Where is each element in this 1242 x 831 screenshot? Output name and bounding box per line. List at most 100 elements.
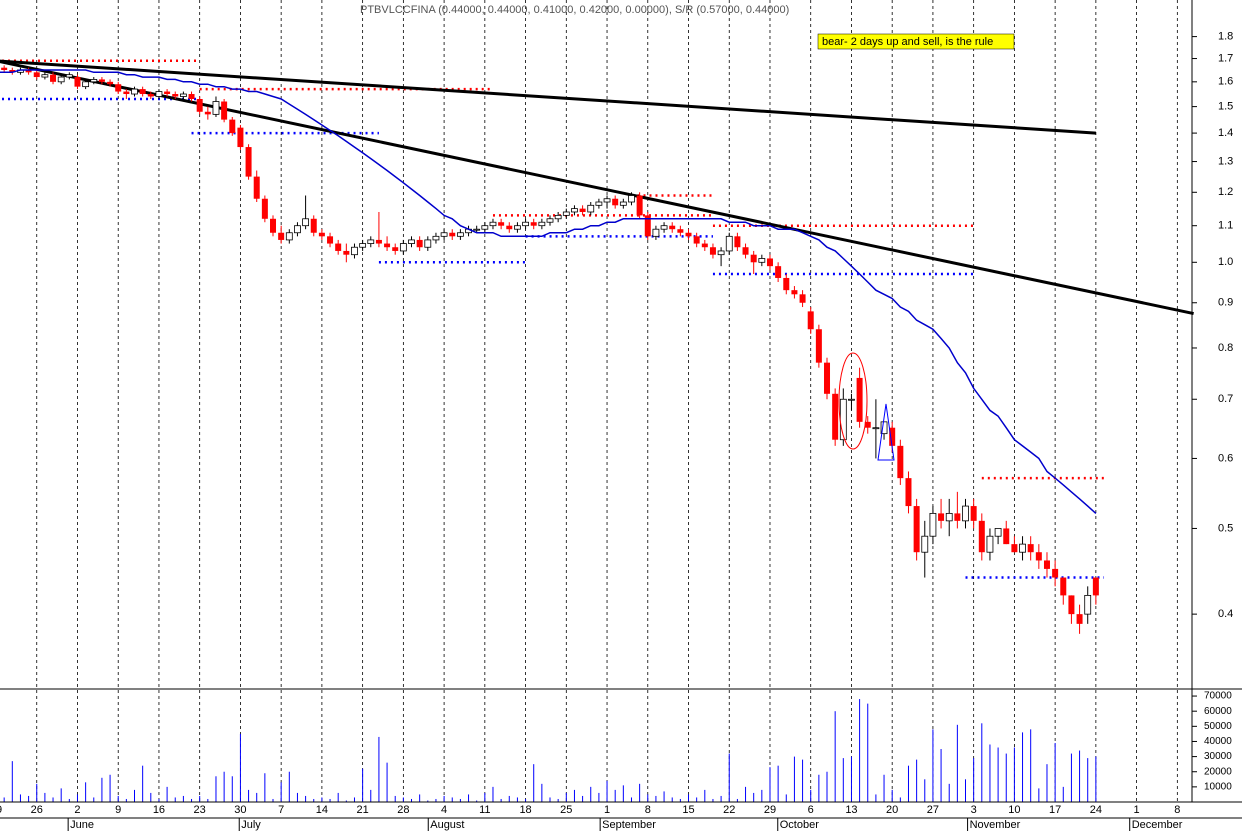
candle-body	[392, 247, 399, 251]
candle-body	[399, 243, 407, 252]
candle-body	[725, 235, 733, 252]
candle-body	[1084, 594, 1092, 615]
x-tick-label: 25	[560, 804, 572, 816]
candle-body	[90, 79, 98, 83]
candle-body	[628, 195, 635, 203]
x-tick-label: 24	[1090, 804, 1102, 816]
candle-body	[864, 421, 871, 428]
x-tick-label: 17	[1049, 804, 1061, 816]
candle-body	[155, 91, 163, 97]
candle-body	[310, 218, 317, 233]
x-tick-label: 1	[1134, 804, 1140, 816]
candle-body	[9, 70, 16, 73]
volume-tick-label: 20000	[1204, 766, 1232, 777]
candle-body	[188, 94, 195, 100]
candle-body	[1019, 543, 1026, 553]
candle-body	[994, 528, 1002, 537]
candle-body	[33, 72, 40, 78]
candle-body	[986, 535, 994, 553]
candle-body	[554, 214, 562, 220]
candle-body	[25, 70, 32, 73]
grid	[36, 0, 1178, 802]
candle-body	[367, 239, 375, 244]
volume-tick-label: 40000	[1204, 736, 1232, 747]
candle-body	[98, 79, 105, 82]
x-tick-label: 1	[604, 804, 610, 816]
candle-body	[327, 236, 334, 244]
candle-body	[652, 228, 660, 237]
y-tick-label: 1.1	[1218, 220, 1233, 232]
candle-body	[929, 512, 937, 537]
candle-body	[432, 235, 440, 241]
candle-body	[139, 89, 146, 95]
y-tick-label: 1.8	[1218, 31, 1233, 43]
candle-body	[799, 294, 806, 303]
highlight-triangle	[877, 403, 895, 461]
x-tick-label: 23	[194, 804, 206, 816]
x-tick-label: 29	[764, 804, 776, 816]
candle-body	[571, 208, 578, 213]
candle-body	[506, 225, 513, 230]
candle-body	[179, 93, 187, 97]
candle-body	[384, 243, 391, 248]
candle-body	[660, 225, 668, 230]
candle-body	[970, 506, 977, 521]
x-tick-label: 19	[0, 804, 2, 816]
candle-body	[302, 218, 309, 227]
candle-body	[212, 101, 220, 115]
candle-body	[82, 81, 90, 88]
x-tick-label: 18	[519, 804, 531, 816]
x-tick-label: 27	[927, 804, 939, 816]
candle-body	[1011, 544, 1018, 553]
candle-body	[758, 258, 766, 263]
candle-body	[872, 427, 880, 430]
candle-body	[41, 74, 49, 78]
candle-body	[807, 311, 814, 330]
candle-body	[685, 232, 692, 237]
month-label: December	[1132, 819, 1183, 831]
month-label: August	[430, 819, 464, 831]
candle-body	[489, 221, 497, 227]
candle-body	[1052, 568, 1059, 578]
y-tick-label: 1.3	[1218, 155, 1233, 167]
candle-body	[750, 254, 757, 263]
candle-body	[245, 147, 252, 177]
candle-body	[644, 215, 651, 237]
candle-body	[1068, 595, 1075, 615]
candle-body	[913, 506, 920, 553]
candle-body	[595, 201, 603, 206]
candle-body	[612, 198, 619, 206]
candle-body	[351, 246, 358, 256]
x-tick-label: 8	[1174, 804, 1180, 816]
x-tick-label: 16	[153, 804, 165, 816]
trendline	[0, 59, 1096, 135]
candle-body	[253, 176, 260, 199]
candle-body	[261, 198, 268, 219]
candle-body	[734, 236, 741, 248]
candle-body	[123, 91, 130, 95]
candle-body	[889, 427, 896, 446]
x-tick-label: 20	[886, 804, 898, 816]
x-tick-label: 3	[971, 804, 977, 816]
candle-body	[221, 101, 228, 120]
candle-body	[962, 505, 969, 522]
candle-body	[229, 119, 236, 134]
y-tick-label: 0.9	[1218, 297, 1233, 309]
candle-body	[131, 88, 138, 95]
x-tick-label: 2	[74, 804, 80, 816]
x-tick-label: 9	[115, 804, 121, 816]
volume-tick-label: 70000	[1204, 691, 1232, 702]
y-tick-label: 1.2	[1218, 186, 1233, 198]
candle-body	[1003, 528, 1010, 545]
candle-body	[147, 94, 154, 97]
candle-body	[50, 74, 57, 82]
y-tick-label: 0.4	[1218, 608, 1233, 620]
candle-body	[905, 478, 912, 507]
candle-body	[343, 250, 350, 255]
y-tick-label: 0.8	[1218, 342, 1233, 354]
candle-body	[677, 229, 684, 233]
candle-body	[196, 99, 203, 112]
candle-body	[954, 513, 961, 521]
candle-body	[164, 91, 171, 95]
